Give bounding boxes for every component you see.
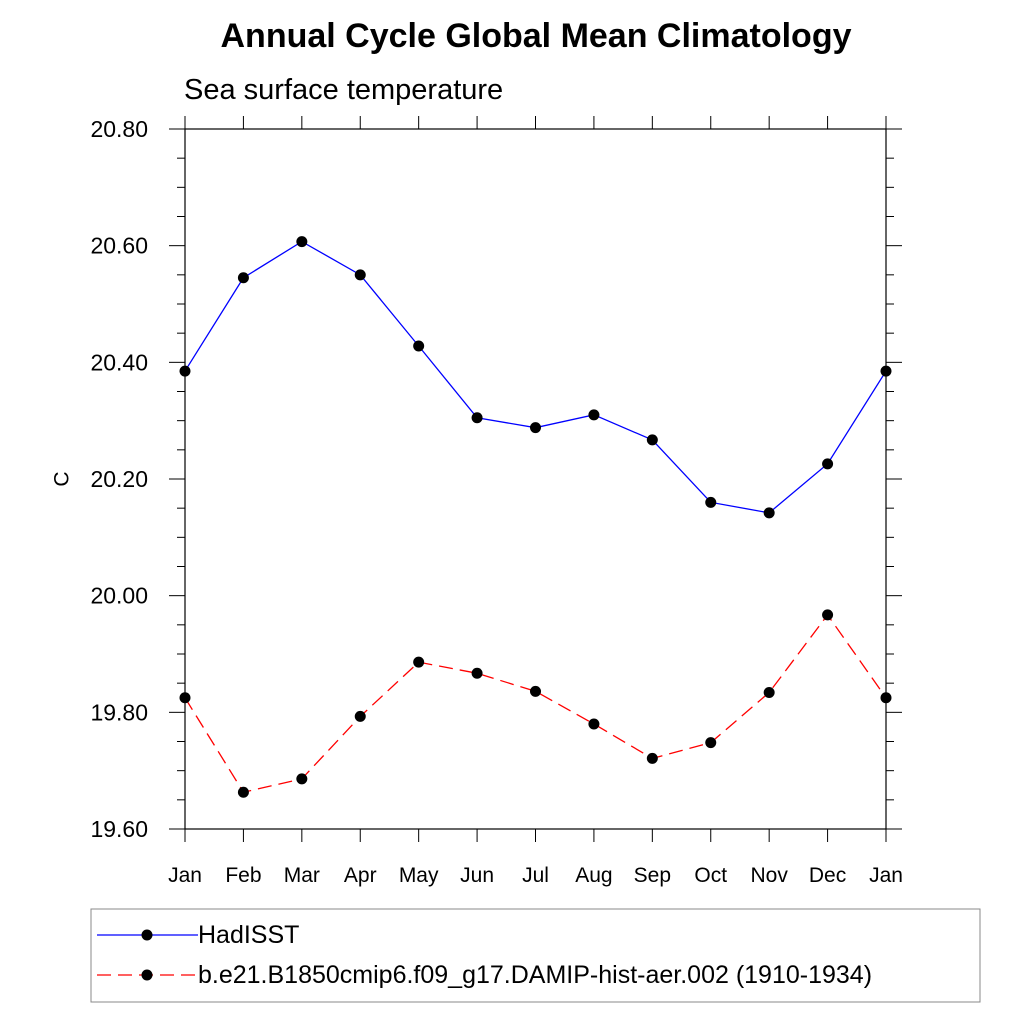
legend-label-series-1: HadISST bbox=[198, 921, 299, 949]
x-tick-label: Jun bbox=[460, 864, 494, 887]
legend-box bbox=[90, 908, 981, 1003]
series-2-point bbox=[296, 773, 308, 785]
y-tick-label: 19.60 bbox=[90, 816, 148, 842]
series-1-point bbox=[646, 434, 658, 446]
series-1-point bbox=[413, 340, 425, 352]
y-tick-label: 20.20 bbox=[90, 466, 148, 492]
x-tick-label: Jan bbox=[869, 864, 903, 887]
x-tick-label: Sep bbox=[634, 864, 671, 887]
x-tick-label: Nov bbox=[750, 864, 788, 887]
legend-label-series-2: b.e21.B1850cmip6.f09_g17.DAMIP-hist-aer.… bbox=[198, 961, 872, 989]
series-1-point bbox=[296, 236, 308, 248]
legend-marker-series-2 bbox=[141, 969, 153, 981]
series-2-point bbox=[413, 656, 425, 668]
series-1-point bbox=[822, 458, 834, 470]
series-2-point bbox=[179, 692, 191, 704]
x-tick-label: Dec bbox=[809, 864, 846, 887]
x-tick-label: Apr bbox=[344, 864, 377, 887]
series-2-line bbox=[184, 613, 887, 793]
chart-title: Annual Cycle Global Mean Climatology bbox=[221, 17, 852, 55]
series-2-point bbox=[530, 685, 541, 697]
x-tick-label: Jul bbox=[522, 864, 549, 887]
series-1-point bbox=[354, 269, 366, 281]
series-1-point bbox=[471, 412, 483, 424]
series-2-point bbox=[880, 692, 892, 704]
series-2-point bbox=[822, 609, 834, 621]
series-2-point bbox=[237, 786, 249, 798]
x-tick-label: May bbox=[399, 864, 439, 887]
x-tick-label: Oct bbox=[694, 864, 727, 887]
chart-subtitle: Sea surface temperature bbox=[184, 74, 503, 106]
series-1-point bbox=[880, 365, 892, 377]
series-1-line bbox=[184, 240, 887, 514]
series-2-point bbox=[763, 687, 775, 698]
series-1 bbox=[179, 236, 892, 519]
series-2-point bbox=[705, 737, 717, 749]
series-2 bbox=[179, 609, 892, 798]
series-layer bbox=[179, 236, 892, 798]
legend-marker-series-1 bbox=[141, 929, 153, 941]
y-tick-labels: 19.60 19.80 20.00 20.20 20.40 20.60 20.80 bbox=[90, 116, 148, 842]
y-tick-label: 20.60 bbox=[90, 233, 148, 259]
series-1-point bbox=[588, 409, 600, 421]
series-2-point bbox=[646, 752, 658, 764]
series-2-point bbox=[471, 667, 483, 679]
x-tick-label: Aug bbox=[575, 864, 612, 887]
y-axis-label: C bbox=[51, 471, 74, 486]
x-tick-label: Mar bbox=[284, 864, 320, 887]
x-tick-labels: Jan Feb Mar Apr May Jun Jul Aug Sep Oct Nov Dec Jan bbox=[168, 864, 903, 887]
y-tick-label: 20.00 bbox=[90, 583, 148, 609]
x-tick-label: Feb bbox=[225, 864, 261, 887]
plot-frame bbox=[184, 128, 887, 830]
x-tick-label: Jan bbox=[168, 864, 202, 887]
series-1-point bbox=[530, 422, 541, 434]
series-1-point bbox=[763, 507, 775, 519]
series-1-point bbox=[179, 365, 191, 377]
plot-axes bbox=[169, 116, 902, 842]
series-2-point bbox=[588, 718, 600, 730]
series-2-point bbox=[354, 710, 366, 722]
y-tick-label: 20.80 bbox=[90, 116, 148, 142]
series-1-point bbox=[237, 272, 249, 284]
y-tick-label: 19.80 bbox=[90, 699, 148, 725]
y-tick-label: 20.40 bbox=[90, 349, 148, 375]
series-1-point bbox=[705, 496, 717, 508]
legend: HadISST b.e21.B1850cmip6.f09_g17.DAMIP-hi… bbox=[90, 908, 981, 1003]
